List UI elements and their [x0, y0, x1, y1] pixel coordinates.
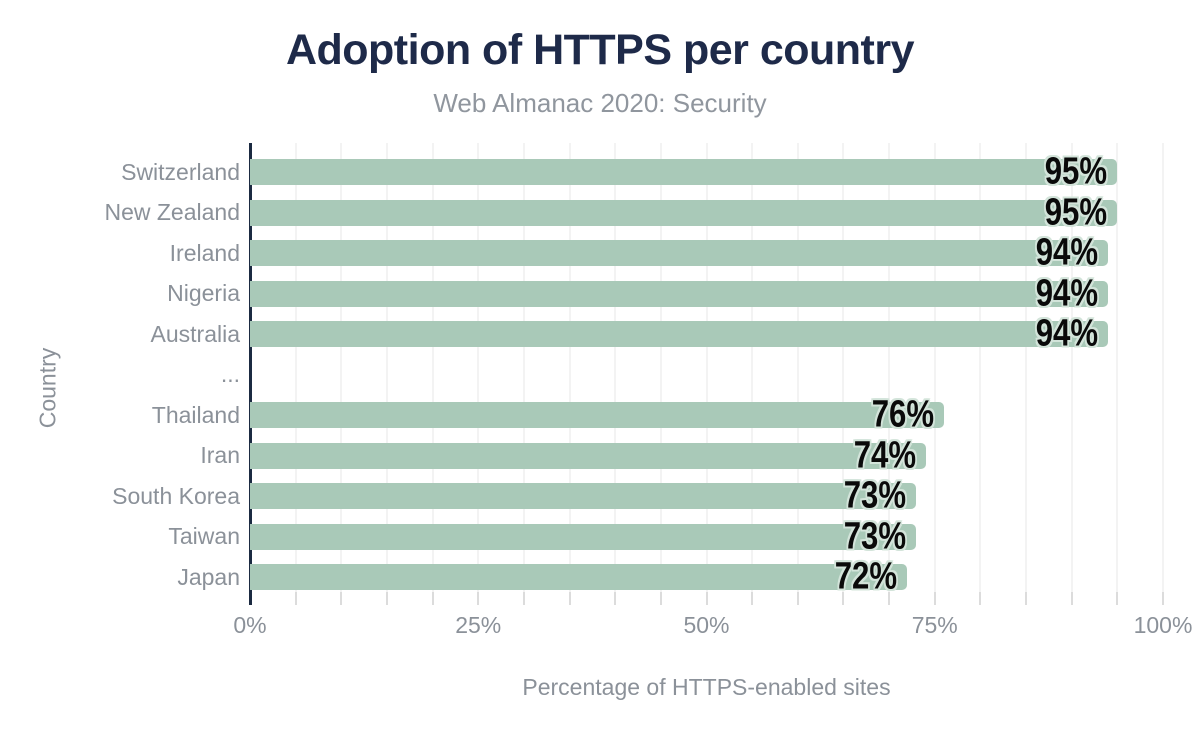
- gridline: [705, 143, 708, 605]
- gridline: [385, 143, 388, 605]
- y-axis-line: [249, 143, 252, 605]
- x-axis-tick: [842, 592, 845, 605]
- gridline: [294, 143, 297, 605]
- category-label: Iran: [200, 442, 240, 468]
- category-label: Ireland: [169, 239, 240, 266]
- bar: 95%: [250, 151, 1118, 193]
- gridline: [933, 143, 936, 605]
- x-tick-label: 25%: [455, 612, 502, 638]
- gridline: [340, 143, 343, 605]
- gridline: [1162, 143, 1164, 605]
- bar-value-label: 76%: [871, 393, 934, 436]
- bar-value-label: 95%: [1044, 191, 1108, 233]
- gridline: [1116, 143, 1119, 605]
- gridline: [568, 143, 571, 605]
- bar: 73%: [250, 515, 917, 557]
- category-label: Japan: [177, 563, 240, 590]
- bar-value-label: 94%: [1035, 312, 1099, 355]
- gridline: [659, 143, 662, 605]
- x-axis-tick: [294, 592, 297, 605]
- bar-value-label: 95%: [1044, 150, 1108, 193]
- x-axis-tick: [933, 592, 936, 605]
- x-axis-tick: [796, 592, 799, 605]
- bar: 76%: [250, 394, 944, 436]
- category-label: Thailand: [151, 401, 240, 428]
- x-axis-tick: [1070, 592, 1073, 605]
- gridline: [477, 143, 480, 605]
- y-axis-category-labels: Switzerland New Zealand Ireland Nigeria Aust…: [0, 143, 240, 605]
- x-axis-tick: [751, 592, 754, 605]
- x-axis-tick: [340, 592, 343, 605]
- category-label: ...: [220, 361, 240, 387]
- bar: 94%: [250, 272, 1109, 314]
- x-axis-tick: [1116, 592, 1119, 605]
- x-tick-label: 50%: [683, 612, 730, 638]
- bar-value-label: 73%: [844, 474, 907, 517]
- bar: 74%: [250, 434, 926, 476]
- x-tick-label: 75%: [911, 612, 958, 638]
- bar: 95%: [250, 191, 1118, 233]
- x-axis-title: Percentage of HTTPS-enabled sites: [522, 674, 891, 700]
- x-axis-tick: [705, 592, 708, 605]
- bar-value-label: 74%: [853, 434, 916, 476]
- bar-value-label: 94%: [1035, 231, 1099, 274]
- x-axis-tick: [568, 592, 571, 605]
- x-axis-tick: [431, 592, 434, 605]
- x-axis-tick-labels: 0% 25% 50% 75% 100%: [233, 612, 1192, 642]
- bar: 94%: [250, 232, 1109, 274]
- x-axis-tick: [614, 592, 617, 605]
- bar: 72%: [250, 556, 908, 598]
- chart-subtitle: Web Almanac 2020: Security: [433, 88, 767, 118]
- category-label: Australia: [150, 320, 240, 347]
- gridline: [796, 143, 799, 605]
- gridline: [1070, 143, 1073, 605]
- x-axis-tick: [1162, 592, 1164, 605]
- x-axis-tick: [1025, 592, 1028, 605]
- bar: 73%: [250, 475, 917, 517]
- x-tick-label: 100%: [1133, 612, 1193, 638]
- category-label: South Korea: [112, 482, 240, 509]
- gridline: [979, 143, 982, 605]
- x-axis-tick: [522, 592, 525, 605]
- gridline: [1025, 143, 1028, 605]
- category-label: Taiwan: [168, 523, 240, 549]
- plot-area: 95% 95% 94% 94% 94% 76% 74% 73% 73% 72%: [249, 143, 1164, 605]
- bar-value-label: 94%: [1035, 272, 1099, 314]
- bar: 94%: [250, 313, 1109, 355]
- gridline: [888, 143, 891, 605]
- category-label: New Zealand: [104, 199, 240, 225]
- gridline: [842, 143, 845, 605]
- gridline: [522, 143, 525, 605]
- x-tick-label: 0%: [233, 612, 267, 638]
- gridline: [431, 143, 434, 605]
- x-axis-tick: [888, 592, 891, 605]
- chart-title: Adoption of HTTPS per country: [285, 26, 915, 74]
- x-axis-tick: [385, 592, 388, 605]
- category-label: Switzerland: [121, 158, 240, 185]
- x-axis-tick: [477, 592, 480, 605]
- x-axis-tick: [659, 592, 662, 605]
- bar-value-label: 72%: [834, 555, 898, 598]
- gridline: [751, 143, 754, 605]
- gridline: [614, 143, 617, 605]
- bar-value-label: 73%: [844, 515, 907, 557]
- x-axis-tick: [979, 592, 982, 605]
- category-label: Nigeria: [167, 280, 240, 306]
